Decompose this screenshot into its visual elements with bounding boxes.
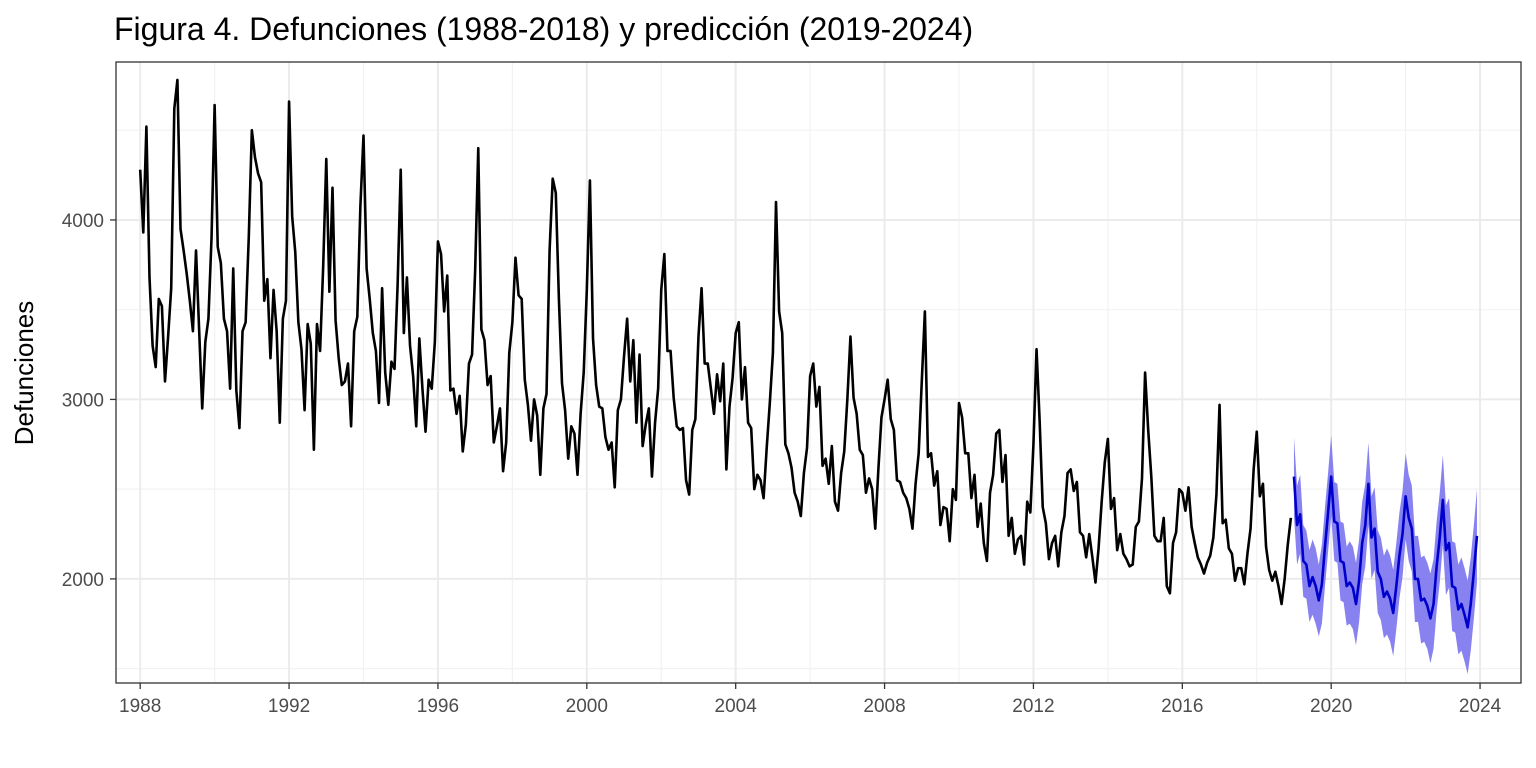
x-tick-label: 2020	[1310, 696, 1352, 717]
x-tick-label: 2000	[566, 696, 608, 717]
panel-border	[115, 61, 1522, 684]
y-tick-label: 3000	[62, 390, 104, 411]
y-tick-label: 4000	[62, 211, 104, 232]
axis-ticks: 1988 1992 1996 2000 2004 2008 2012 2016 2020 2024…	[62, 211, 1502, 717]
x-tick-label: 1988	[119, 696, 161, 717]
x-tick-label: 2016	[1161, 696, 1203, 717]
forecast-series-line	[1292, 475, 1479, 629]
x-tick-label: 2024	[1459, 696, 1502, 717]
x-tick-label: 2004	[715, 696, 758, 717]
y-axis-label: Defunciones	[9, 301, 39, 446]
chart-title: Figura 4. Defunciones (1988-2018) y pred…	[114, 11, 973, 47]
y-tick-label: 2000	[62, 570, 104, 591]
x-tick-label: 2012	[1012, 696, 1054, 717]
observed-series-line	[138, 78, 1293, 606]
x-tick-label: 1996	[417, 696, 459, 717]
x-tick-label: 2008	[863, 696, 905, 717]
series-lines-layer	[138, 78, 1479, 629]
x-tick-label: 1992	[268, 696, 310, 717]
